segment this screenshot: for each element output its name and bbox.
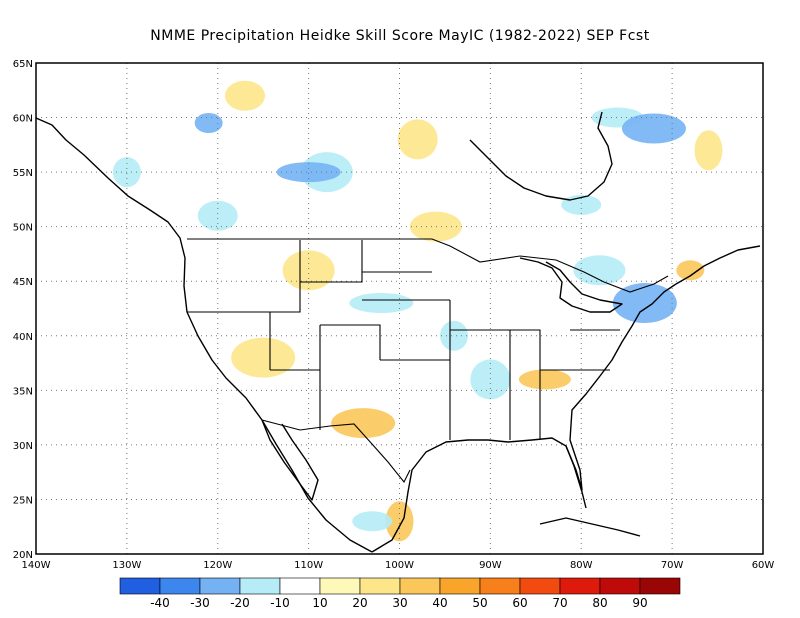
lat-tick-label: 55N [13,168,33,179]
lat-tick-label: 45N [13,277,33,288]
political-borders [187,238,669,484]
colorbar-swatch [279,577,321,595]
skill-patch [194,113,223,134]
skill-patch [331,408,396,439]
colorbar-swatch [239,577,281,595]
skill-patch [573,255,626,286]
colorbar-swatch [519,577,561,595]
colorbar-label: 60 [512,596,527,610]
skill-patch [197,200,238,231]
skill-patch [621,113,686,144]
lon-tick-label: 100W [385,560,414,571]
latitude-labels: 65N 60N 55N 50N 45N 40N 35N 30N 25N 20N [13,59,33,561]
chart-title: NMME Precipitation Heidke Skill Score Ma… [150,28,650,44]
skill-patch [349,293,414,314]
colorbar-label: -20 [230,596,250,610]
colorbar-label: 50 [472,596,487,610]
colorbar-label: -10 [270,596,290,610]
colorbar-swatch [479,577,521,595]
colorbar-label: 10 [312,596,327,610]
us-mexico-border [261,419,411,484]
lat-tick-label: 30N [13,441,33,452]
map-frame [35,62,764,555]
gulf-coast-line [371,283,677,553]
colorbar-swatch [359,577,401,595]
colorbar-swatch [639,577,681,595]
lon-tick-label: 90W [479,560,502,571]
colorbar-label: 40 [432,596,447,610]
lon-tick-label: 80W [570,560,593,571]
skill-patch [282,250,335,291]
hudson-bay-line [469,111,613,201]
lat-tick-label: 40N [13,332,33,343]
longitude-labels: 140W 130W 120W 110W 100W 90W 80W 70W 60W [22,560,775,571]
great-lakes-line [519,257,623,313]
lon-tick-label: 60W [752,560,775,571]
skill-patch [225,80,266,111]
colorbar-swatch [319,577,361,595]
skill-patch [409,211,462,242]
skill-patch [518,369,571,390]
cuba-line [539,517,641,537]
colorbar-swatch [599,577,641,595]
skill-patch [276,162,341,183]
us-canada-border [187,238,669,293]
lon-tick-label: 70W [661,560,684,571]
lat-tick-label: 35N [13,386,33,397]
colorbar-label: 30 [392,596,407,610]
colorbar-label: 80 [592,596,607,610]
lat-tick-label: 60N [13,114,33,125]
skill-patch [352,511,393,532]
colorbar-label: -30 [190,596,210,610]
skill-patch [676,260,705,281]
colorbar-swatch [559,577,601,595]
skill-patch [612,283,677,324]
colorbar: -40 -30 -20 -10 10 20 30 40 50 60 70 80 90 [119,577,681,610]
lat-tick-label: 25N [13,495,33,506]
lat-tick-label: 20N [13,550,33,561]
colorbar-label: 90 [632,596,647,610]
lon-tick-label: 120W [203,560,232,571]
colorbar-swatch [159,577,201,595]
colorbar-label: 70 [552,596,567,610]
skill-patch [694,130,723,171]
baja-coast-line [261,419,319,501]
colorbar-label: -40 [150,596,170,610]
skill-patch [385,501,414,542]
skill-patch [397,119,438,160]
skill-patch [231,337,296,378]
lon-tick-label: 140W [22,560,51,571]
florida-line [565,445,587,509]
skill-patches [112,80,723,542]
colorbar-swatch [199,577,241,595]
lat-tick-label: 65N [13,59,33,70]
lat-tick-label: 50N [13,223,33,234]
northeast-coast-line [675,245,761,285]
colorbar-swatch [399,577,441,595]
colorbar-swatch [439,577,481,595]
lon-tick-label: 130W [112,560,141,571]
skill-patch [440,320,469,351]
colorbar-swatch [119,577,161,595]
skill-patch [470,359,511,400]
colorbar-label: 20 [352,596,367,610]
state-lines [187,240,620,440]
lon-tick-label: 110W [294,560,323,571]
